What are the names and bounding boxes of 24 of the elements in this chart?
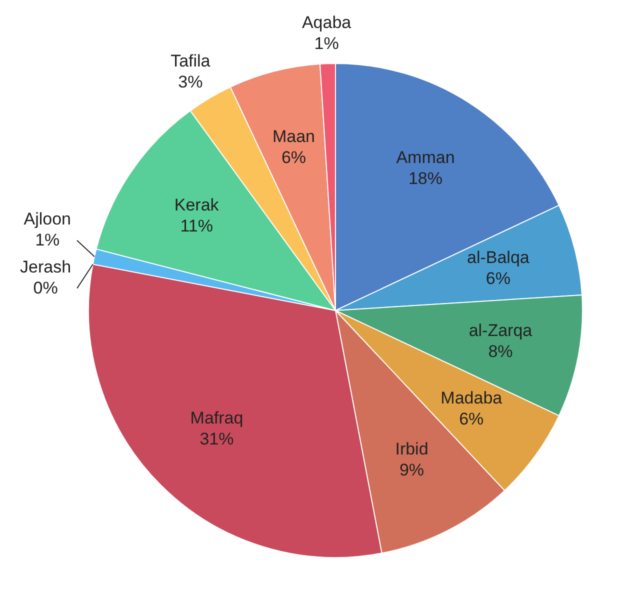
data-label: 8% [488, 342, 513, 362]
slice-label: Aqaba [302, 12, 352, 32]
slice-label: Mafraq [190, 408, 244, 428]
data-label: 11% [180, 216, 213, 236]
slice-label: al-Balqa [466, 248, 530, 267]
slice-label: Amman [396, 148, 455, 167]
data-label: 6% [486, 268, 510, 288]
data-label: 6% [459, 409, 484, 428]
text: 0% [33, 278, 58, 298]
slice-label: al-Zarqa [468, 321, 533, 340]
slice-label: Maan [272, 127, 315, 146]
data-label: 3% [178, 72, 203, 92]
data-label: 6% [281, 148, 306, 168]
data-label: 9% [399, 460, 424, 480]
data-label: 1% [35, 230, 60, 250]
data-label: 1% [314, 34, 339, 53]
slice-label: Tafila [170, 51, 211, 70]
slice-label: Ajloon [24, 210, 71, 229]
legend-label: Jerash [20, 258, 72, 277]
slice-label: Madaba [440, 388, 503, 408]
slice-label: Irbid [395, 439, 428, 458]
data-label: 18% [408, 168, 443, 188]
data-label: 31% [200, 429, 234, 448]
slice-label: Kerak [174, 195, 220, 214]
